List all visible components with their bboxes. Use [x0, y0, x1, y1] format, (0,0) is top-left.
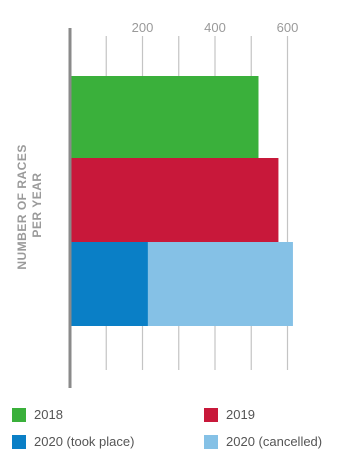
legend-swatch-2020-cancelled [204, 434, 218, 449]
legend-item-2020-cancelled: 2020 (cancelled) [204, 434, 322, 449]
legend-label-2018: 2018 [34, 407, 63, 422]
bar-2020-cancelled [147, 242, 293, 326]
legend-swatch-2020-took-place [12, 434, 26, 449]
x-axis-ticks: 200 400 600 [132, 20, 299, 35]
bar-2019 [70, 158, 279, 242]
bars [70, 76, 293, 326]
y-axis-label-line-1: NUMBER OF RACES [15, 144, 29, 270]
x-tick-label-400: 400 [204, 20, 226, 35]
legend-label-2020-cancelled: 2020 (cancelled) [226, 434, 323, 449]
legend-item-2020-took-place: 2020 (took place) [12, 434, 134, 449]
bar-2018 [70, 76, 259, 160]
legend-swatch-2018 [12, 407, 26, 422]
x-tick-label-200: 200 [132, 20, 154, 35]
races-bar-chart: 200 400 600 NUMBER OF RACES PER YEAR [15, 20, 299, 388]
x-tick-label-600: 600 [277, 20, 299, 35]
legend-item-2019: 2019 [204, 407, 255, 422]
legend-label-2019: 2019 [226, 407, 255, 422]
bar-2020-took-place [70, 242, 148, 326]
legend-item-2018: 2018 [12, 407, 63, 422]
legend-swatch-2019 [204, 407, 218, 422]
legend-label-2020-took-place: 2020 (took place) [34, 434, 135, 449]
y-axis-label: NUMBER OF RACES PER YEAR [15, 140, 44, 269]
y-axis-label-line-2: PER YEAR [30, 172, 44, 237]
